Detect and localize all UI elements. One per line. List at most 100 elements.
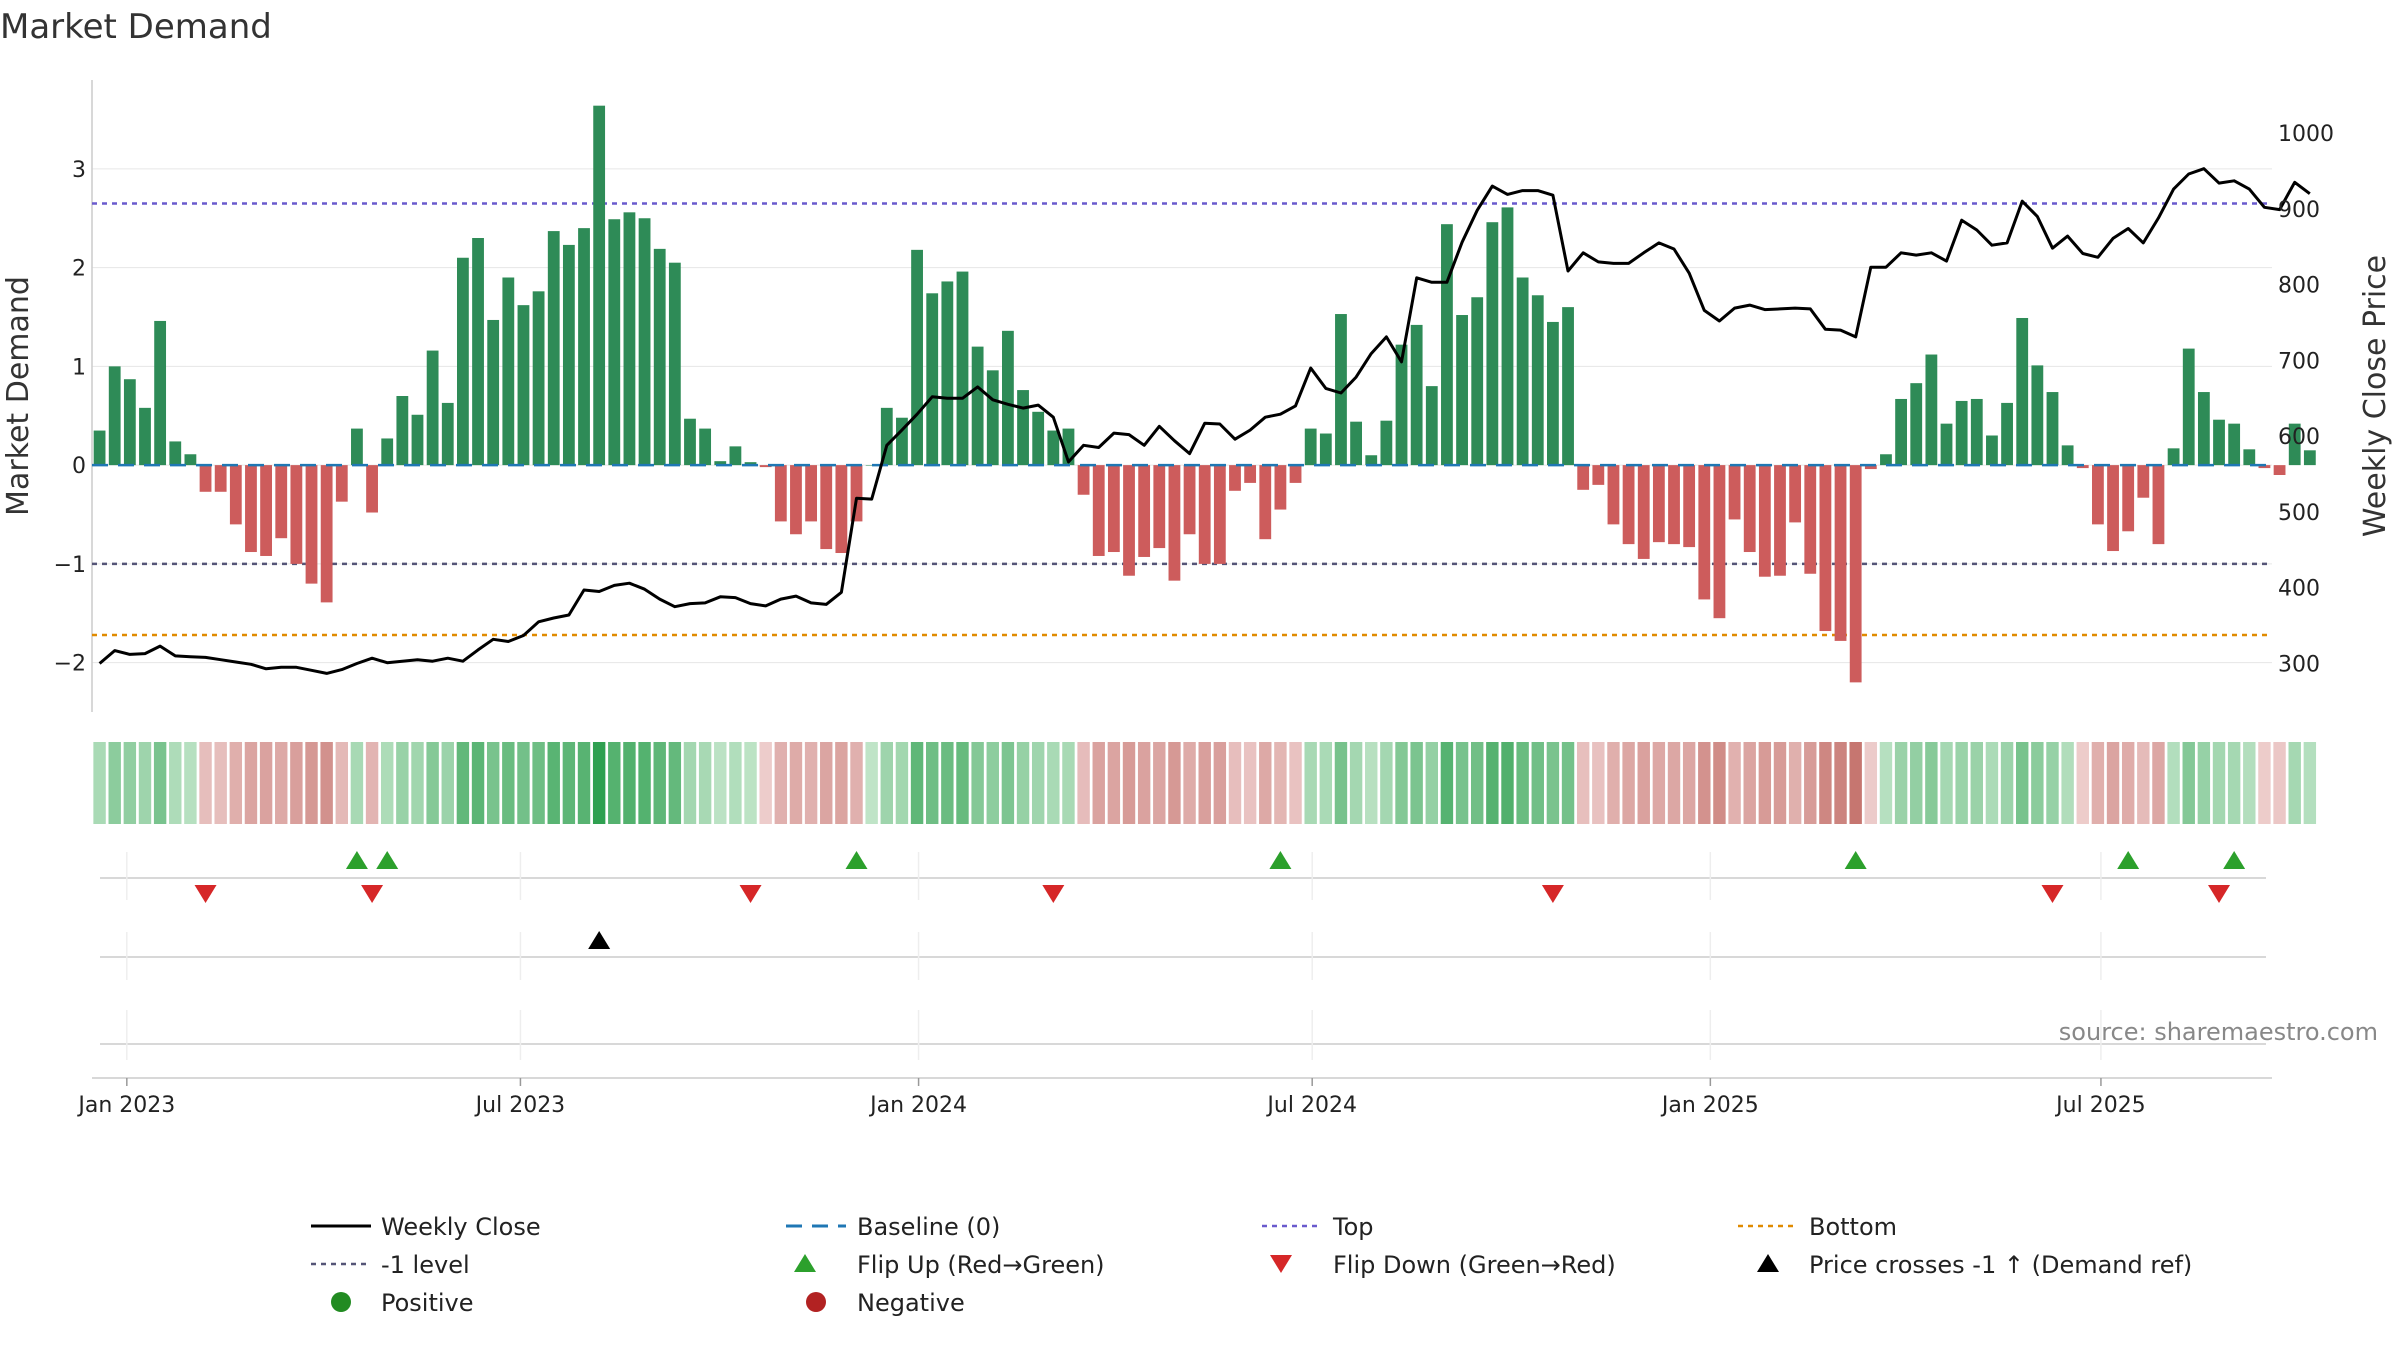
- heat-cell: [1425, 742, 1438, 824]
- heat-cell: [1758, 742, 1772, 824]
- heat-cell: [1289, 742, 1302, 824]
- heat-cell: [865, 742, 878, 824]
- legend-bottom: Bottom: [1738, 1213, 1897, 1241]
- heat-cell: [1940, 742, 1953, 824]
- demand-heat-strip: [93, 742, 2317, 824]
- x-axis-ticks: Jan 2023 Jul 2023 Jan 2024 Jul 2024 Jan 2025…: [76, 1078, 2146, 1118]
- heat-cell: [1834, 742, 1847, 824]
- demand-bar: [638, 218, 651, 466]
- y2-tick-label: 800: [2278, 274, 2320, 299]
- demand-bar: [532, 291, 545, 466]
- heat-cell: [2091, 742, 2105, 824]
- demand-bar: [502, 277, 515, 466]
- flip-down-markers: [194, 885, 2231, 903]
- demand-bar: [381, 438, 394, 466]
- demand-bar: [2213, 419, 2225, 466]
- heat-cell: [1349, 742, 1363, 824]
- heat-cell: [2000, 742, 2014, 824]
- demand-bar: [2001, 402, 2013, 466]
- demand-bar: [1592, 465, 1605, 485]
- demand-bar: [1607, 465, 1620, 525]
- demand-bar: [1895, 398, 1908, 466]
- demand-bar: [426, 350, 439, 466]
- heat-cell: [1910, 742, 1923, 824]
- heat-cell: [1077, 742, 1090, 824]
- flip-up-marker: [1269, 851, 1292, 869]
- demand-bar: [290, 465, 303, 564]
- heat-cell: [93, 742, 106, 824]
- right-axis-label: Weekly Close Price: [2358, 255, 2393, 537]
- heat-cell: [1985, 742, 1999, 824]
- heat-cell: [926, 742, 939, 824]
- demand-bar: [790, 465, 802, 535]
- demand-bar: [2091, 465, 2104, 525]
- legend-negative: Negative: [806, 1289, 965, 1317]
- heat-cell: [1516, 742, 1529, 824]
- demand-bar: [411, 414, 424, 466]
- demand-bar: [2107, 465, 2119, 552]
- heat-cell: [1319, 742, 1333, 824]
- heat-cell: [381, 742, 394, 824]
- demand-bar: [1925, 354, 1938, 466]
- demand-bar: [108, 366, 121, 466]
- demand-bar: [123, 379, 136, 466]
- demand-bar: [1395, 344, 1408, 466]
- demand-bar: [1774, 465, 1786, 576]
- heat-cell: [320, 742, 333, 824]
- heat-cell: [759, 742, 772, 824]
- heat-cell: [275, 742, 288, 824]
- legend-label: Negative: [857, 1289, 965, 1317]
- heat-cell: [623, 742, 636, 824]
- demand-bar: [1864, 465, 1877, 470]
- heat-cell: [153, 742, 167, 824]
- demand-bar: [2243, 449, 2256, 466]
- heat-cell: [2243, 742, 2256, 824]
- legend-minus-one: -1 level: [311, 1251, 470, 1279]
- heat-cell: [244, 742, 258, 824]
- demand-bar: [593, 105, 606, 466]
- demand-bar: [1350, 421, 1363, 466]
- heat-cell: [411, 742, 424, 824]
- demand-bar: [1986, 435, 1998, 466]
- heat-cell: [1713, 742, 1726, 824]
- demand-bar: [986, 370, 999, 466]
- y-tick-label: 0: [72, 454, 86, 479]
- y-tick-label: 1: [72, 355, 86, 380]
- demand-bar: [1789, 465, 1802, 523]
- demand-bar: [1365, 455, 1378, 466]
- demand-bar: [744, 462, 757, 466]
- demand-bar: [1471, 297, 1484, 466]
- heat-cell: [1682, 742, 1696, 824]
- demand-bar: [275, 465, 288, 539]
- heat-cell: [1925, 742, 1938, 824]
- heat-cell: [2137, 742, 2150, 824]
- demand-bar: [1910, 383, 1923, 466]
- demand-bar: [2288, 423, 2301, 466]
- demand-bar: [714, 461, 727, 466]
- main-panel: −2 −1 0 1 2 3 300 400 500 600 700 800 900 1000 Marke…: [1, 80, 2393, 712]
- demand-bar: [2076, 465, 2089, 469]
- demand-bar: [1955, 400, 1968, 466]
- heat-cell: [1501, 742, 1514, 824]
- demand-bar: [684, 418, 696, 466]
- heat-cell: [290, 742, 303, 824]
- demand-bar: [472, 238, 484, 466]
- heat-cell: [2182, 742, 2195, 824]
- legend-label: Weekly Close: [381, 1213, 541, 1241]
- legend-label: Flip Up (Red→Green): [857, 1251, 1105, 1279]
- demand-bar: [2182, 348, 2195, 466]
- legend-label: Price crosses -1 ↑ (Demand ref): [1809, 1251, 2192, 1279]
- legend-label: Top: [1332, 1213, 1374, 1241]
- y2-tick-label: 300: [2278, 653, 2320, 678]
- heat-cell: [1804, 742, 1817, 824]
- demand-bar: [1107, 465, 1120, 553]
- heat-cell: [880, 742, 893, 824]
- heat-cell: [668, 742, 682, 824]
- heat-cell: [1274, 742, 1287, 824]
- heat-cell: [562, 742, 576, 824]
- heat-cell: [2227, 742, 2241, 824]
- price-cross-markers: [588, 931, 611, 949]
- heat-cell: [1016, 742, 1030, 824]
- demand-bar: [1804, 465, 1817, 574]
